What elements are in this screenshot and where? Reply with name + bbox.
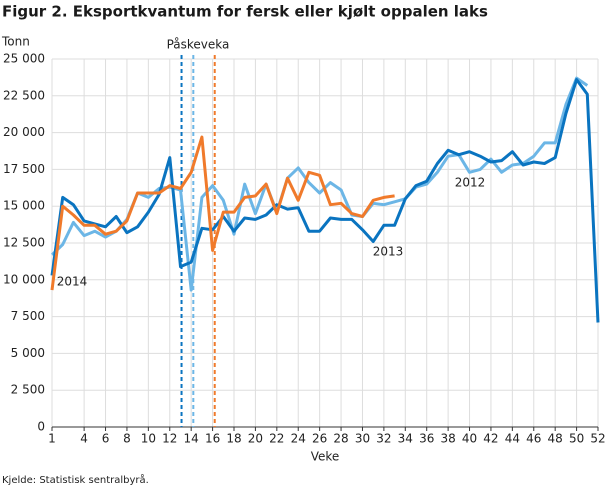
x-tick-label: 48	[548, 432, 563, 446]
x-tick-label: 26	[312, 432, 327, 446]
y-tick-label: 10 000	[3, 272, 45, 286]
y-tick-label: 25 000	[3, 52, 45, 66]
x-tick-label: 52	[590, 432, 605, 446]
source: Kjelde: Statistisk sentralbyrå.	[2, 473, 149, 486]
x-tick-label: 8	[123, 432, 131, 446]
x-tick-label: 42	[483, 432, 498, 446]
x-tick-label: 4	[80, 432, 88, 446]
x-tick-label: 18	[226, 432, 241, 446]
x-tick-label: 24	[291, 432, 306, 446]
x-tick-label: 22	[269, 432, 284, 446]
y-tick-label: 2 500	[11, 383, 45, 397]
series-label: 2014	[57, 275, 88, 289]
series-label: 2013	[373, 245, 404, 259]
y-tick-label: 20 000	[3, 125, 45, 139]
x-tick-label: 36	[419, 432, 434, 446]
series-line	[50, 135, 395, 291]
x-tick-label: 38	[440, 432, 455, 446]
y-tick-label: 12 500	[3, 236, 45, 250]
y-tick-label: 15 000	[3, 199, 45, 213]
y-tick-label: 5 000	[11, 346, 45, 360]
y-tick-label: 7 500	[11, 309, 45, 323]
x-tick-label: 12	[162, 432, 177, 446]
x-tick-label: 46	[526, 432, 541, 446]
x-tick-label: 20	[248, 432, 263, 446]
x-tick-label: 16	[205, 432, 220, 446]
x-axis-label: Veke	[311, 450, 340, 464]
y-axis-label: Tonn	[1, 35, 30, 49]
x-tick-label: 6	[102, 432, 110, 446]
series-label: 2012	[455, 176, 486, 190]
x-tick-label: 44	[505, 432, 520, 446]
x-tick-label: 1	[48, 432, 56, 446]
x-tick-label: 30	[355, 432, 370, 446]
annotation: Påskeveka	[167, 38, 230, 52]
series-line	[50, 78, 600, 323]
chart-title: Figur 2. Eksportkvantum for fersk eller …	[2, 3, 488, 21]
x-tick-label: 34	[398, 432, 413, 446]
x-tick-label: 10	[141, 432, 156, 446]
x-tick-label: 28	[333, 432, 348, 446]
y-tick-label: 0	[37, 420, 45, 434]
y-tick-label: 22 500	[3, 88, 45, 102]
y-tick-label: 17 500	[3, 162, 45, 176]
x-tick-label: 40	[462, 432, 477, 446]
x-tick-label: 14	[184, 432, 199, 446]
x-tick-label: 32	[376, 432, 391, 446]
x-tick-label: 50	[569, 432, 584, 446]
